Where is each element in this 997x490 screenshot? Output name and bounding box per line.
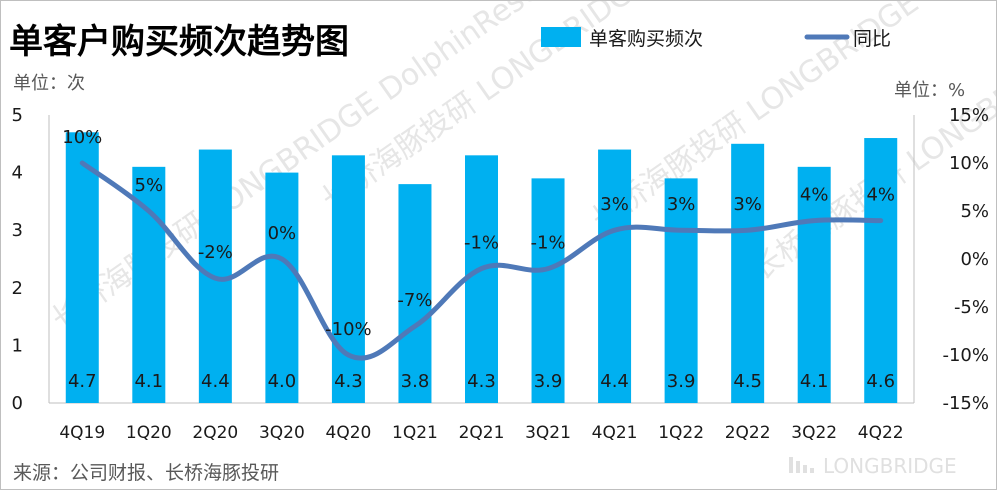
yoy-value-label: 5% [135, 175, 164, 196]
yoy-value-label: -7% [397, 290, 432, 311]
bar [331, 155, 365, 403]
yoy-value-label: 0% [268, 223, 297, 244]
bar [265, 172, 299, 403]
logo-bar-3 [803, 465, 807, 473]
bar-value-label: 3.9 [534, 371, 563, 392]
bar-value-label: 4.1 [800, 371, 829, 392]
yoy-value-label: 3% [667, 194, 696, 215]
yoy-value-label: 4% [800, 185, 829, 206]
bar [398, 184, 432, 403]
bar-value-label: 4.6 [866, 371, 895, 392]
yoy-value-label: 10% [62, 127, 102, 148]
bar [132, 166, 166, 403]
category-label: 1Q22 [658, 423, 704, 443]
legend-bar-label: 单客购买频次 [589, 28, 703, 50]
bar [731, 143, 765, 404]
right-tick-label: 10% [949, 153, 989, 174]
yoy-value-label: 4% [866, 185, 895, 206]
bar-value-labels: 4.7 4.1 4.4 4.0 4.3 3.8 4.3 3.9 4.4 3.9 4.5 4.1 4.6 [68, 371, 895, 392]
yoy-value-label: 3% [600, 194, 629, 215]
legend-bar-swatch [541, 27, 581, 47]
right-axis-unit: 单位：% [894, 80, 965, 101]
yoy-value-label: -10% [325, 319, 372, 340]
bar-value-label: 3.8 [401, 371, 430, 392]
category-label: 4Q19 [59, 423, 105, 443]
right-tick-label: 0% [960, 249, 989, 270]
right-tick-label: 15% [949, 105, 989, 126]
yoy-value-label: -2% [198, 242, 233, 263]
bar-value-label: 4.1 [134, 371, 163, 392]
right-tick-label: -5% [954, 297, 989, 318]
yoy-value-labels: 10% 5% -2% 0% -10% -7% -1% -1% 3% 3% 3% 4% 4% [62, 127, 895, 340]
category-label: 2Q21 [459, 423, 505, 443]
longbridge-logo: LONGBRIDGE [789, 454, 957, 478]
bar-value-label: 3.9 [667, 371, 696, 392]
legend-line-label: 同比 [853, 28, 891, 50]
bar-value-label: 4.0 [268, 371, 297, 392]
category-labels: 4Q19 1Q20 2Q20 3Q20 4Q20 1Q21 2Q21 3Q21 4Q21 1Q22… [59, 423, 903, 443]
bar [65, 132, 99, 403]
category-label: 3Q21 [525, 423, 571, 443]
category-label: 1Q20 [126, 423, 172, 443]
category-label: 2Q20 [192, 423, 238, 443]
left-tick-label: 4 [12, 163, 23, 184]
category-label: 2Q22 [725, 423, 771, 443]
logo-bar-4 [810, 468, 814, 473]
category-label: 3Q22 [791, 423, 837, 443]
right-axis-ticks: -15% -10% -5% 0% 5% 10% 15% [942, 105, 989, 414]
logo-bar-1 [789, 457, 793, 473]
right-tick-label: -15% [942, 393, 989, 414]
legend: 单客购买频次 同比 [541, 27, 891, 50]
logo-bar-2 [796, 461, 800, 473]
bar [531, 178, 565, 403]
category-label: 4Q20 [326, 423, 372, 443]
chart-title: 单客户购买频次趋势图 [9, 22, 349, 62]
bar-value-label: 4.5 [733, 371, 762, 392]
bar [465, 155, 498, 403]
bar [797, 166, 831, 403]
left-tick-label: 2 [12, 278, 23, 299]
bar-value-label: 4.4 [600, 371, 629, 392]
yoy-line [79, 160, 884, 361]
right-tick-label: 5% [960, 201, 989, 222]
bar-series [65, 132, 898, 404]
bar-value-label: 4.4 [201, 371, 230, 392]
left-axis-ticks: 0 1 2 3 4 5 [12, 105, 23, 414]
source-note: 来源：公司财报、长桥海豚投研 [13, 462, 279, 484]
bar [664, 178, 698, 403]
category-label: 1Q21 [392, 423, 438, 443]
right-tick-label: -10% [942, 345, 989, 366]
category-label: 3Q20 [259, 423, 305, 443]
yoy-value-label: -1% [464, 233, 499, 254]
bar-value-label: 4.3 [334, 371, 363, 392]
left-axis-unit: 单位：次 [13, 73, 85, 94]
bar [864, 138, 898, 404]
logo-text: LONGBRIDGE [823, 454, 957, 478]
left-tick-label: 5 [12, 105, 23, 126]
yoy-value-label: 3% [733, 194, 762, 215]
yoy-value-label: -1% [531, 233, 566, 254]
left-tick-label: 0 [12, 393, 23, 414]
category-label: 4Q21 [592, 423, 638, 443]
bar-value-label: 4.3 [467, 371, 496, 392]
left-tick-label: 1 [12, 335, 23, 356]
left-tick-label: 3 [12, 220, 23, 241]
bar [598, 149, 632, 403]
bar-value-label: 4.7 [68, 371, 97, 392]
category-label: 4Q22 [858, 423, 904, 443]
